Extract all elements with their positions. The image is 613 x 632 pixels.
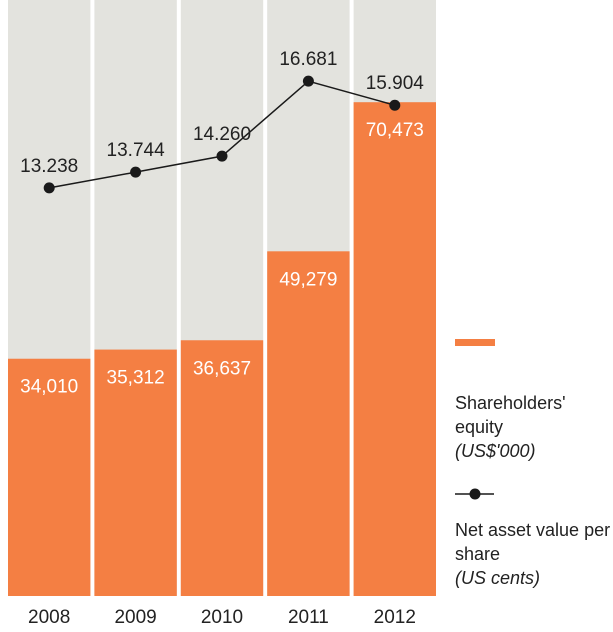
line-value-label: 15.904 <box>366 73 425 94</box>
bar-value-label: 49,279 <box>279 269 337 290</box>
legend-label: Shareholders' equity <box>455 393 566 437</box>
bar-value-label: 34,010 <box>20 377 78 398</box>
bar <box>8 358 91 596</box>
legend-unit: (US cents) <box>455 568 541 588</box>
x-tick-label: 2010 <box>201 607 243 628</box>
bar-value-label: 70,473 <box>366 120 424 141</box>
line-point <box>389 99 401 111</box>
bar <box>353 102 436 596</box>
line-value-label: 14.260 <box>193 124 251 145</box>
line-point <box>216 150 228 162</box>
line-point <box>43 182 55 194</box>
line-point <box>302 75 314 87</box>
legend-entry: Net asset value per share (US cents) <box>455 518 613 590</box>
legend-unit: (US$'000) <box>455 441 536 461</box>
bar <box>180 340 264 596</box>
bar <box>267 251 350 596</box>
line-value-label: 13.744 <box>107 140 166 161</box>
legend-label: Net asset value per share <box>455 520 611 564</box>
line-value-label: 16.681 <box>279 49 337 70</box>
legend-dot-swatch <box>469 488 481 500</box>
legend-bar-swatch <box>455 339 495 346</box>
bar-value-label: 35,312 <box>107 368 165 389</box>
line-point <box>130 166 142 178</box>
line-value-label: 13.238 <box>20 156 78 177</box>
x-tick-label: 2009 <box>114 607 156 628</box>
bar-value-label: 36,637 <box>193 358 251 379</box>
x-tick-label: 2011 <box>288 607 329 628</box>
legend-entry: Shareholders' equity (US$'000) <box>455 391 613 463</box>
x-tick-label: 2012 <box>374 607 416 628</box>
x-tick-label: 2008 <box>28 607 70 628</box>
bar <box>94 349 177 596</box>
